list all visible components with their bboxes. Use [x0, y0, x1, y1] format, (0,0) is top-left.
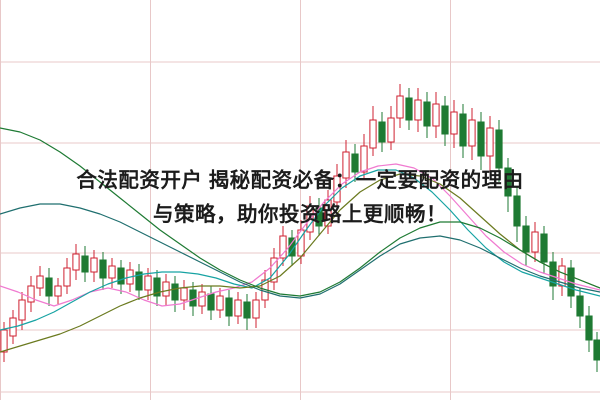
candle-series	[0, 84, 600, 372]
moving-average-lines	[0, 127, 600, 353]
